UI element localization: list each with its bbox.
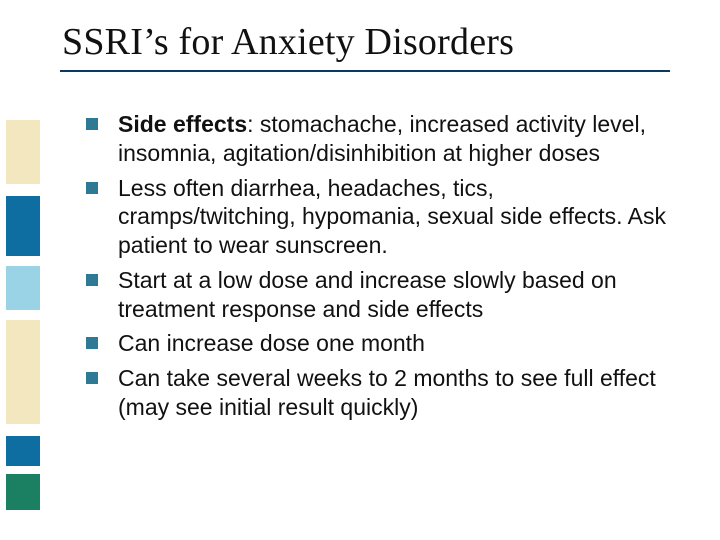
- square-bullet-icon: [86, 182, 98, 194]
- deco-block: [6, 436, 40, 466]
- list-item-rest: Can increase dose one month: [118, 330, 425, 356]
- list-item: Can take several weeks to 2 months to se…: [86, 364, 676, 422]
- list-item-text: Can take several weeks to 2 months to se…: [118, 364, 676, 422]
- list-item-bold: Side effects: [118, 111, 247, 137]
- list-item: Side effects: stomachache, increased act…: [86, 110, 676, 168]
- list-item-text: Less often diarrhea, headaches, tics, cr…: [118, 174, 676, 260]
- list-item-rest: Start at a low dose and increase slowly …: [118, 267, 617, 322]
- title-underline: [60, 70, 670, 72]
- deco-block: [6, 320, 40, 424]
- square-bullet-icon: [86, 118, 98, 130]
- square-bullet-icon: [86, 337, 98, 349]
- left-decoration: [0, 120, 42, 510]
- slide-title: SSRI’s for Anxiety Disorders: [62, 20, 514, 64]
- list-item-text: Side effects: stomachache, increased act…: [118, 110, 676, 168]
- deco-block: [6, 266, 40, 310]
- list-item-rest: Less often diarrhea, headaches, tics, cr…: [118, 175, 666, 259]
- list-item-rest: Can take several weeks to 2 months to se…: [118, 365, 656, 420]
- square-bullet-icon: [86, 274, 98, 286]
- bullet-list: Side effects: stomachache, increased act…: [86, 110, 676, 428]
- list-item: Start at a low dose and increase slowly …: [86, 266, 676, 324]
- deco-block: [6, 474, 40, 510]
- deco-block: [6, 120, 40, 184]
- list-item-text: Start at a low dose and increase slowly …: [118, 266, 676, 324]
- list-item: Less often diarrhea, headaches, tics, cr…: [86, 174, 676, 260]
- deco-block: [6, 196, 40, 256]
- list-item-text: Can increase dose one month: [118, 329, 425, 358]
- square-bullet-icon: [86, 372, 98, 384]
- list-item: Can increase dose one month: [86, 329, 676, 358]
